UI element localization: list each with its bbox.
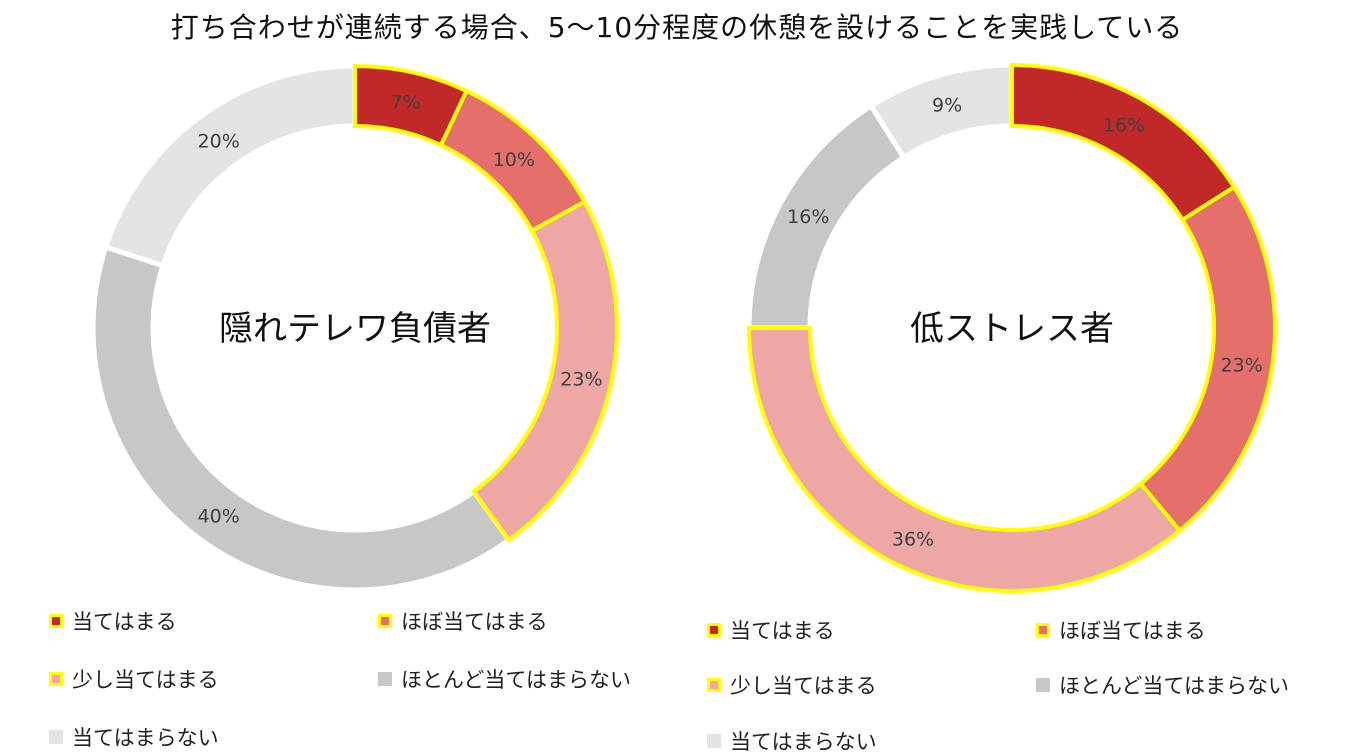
legend-item-atehamaru: 当てはまる	[707, 615, 835, 645]
legend-label: 当てはまらない	[72, 726, 219, 750]
legend-label: 当てはまる	[730, 619, 835, 643]
chart-title: 打ち合わせが連続する場合、5〜10分程度の休憩を設けることを実践している	[170, 11, 1184, 44]
legend-swatch	[49, 730, 63, 744]
legend-label: 当てはまる	[72, 610, 177, 634]
donut-slice-atehamaru	[1010, 62, 1237, 223]
center-label: 隠れテレワ負債者	[219, 309, 491, 349]
legend-label: ほとんど当てはまらない	[1059, 674, 1289, 698]
data-label-hotondo-atehamaranai: 16%	[787, 206, 829, 228]
legend-item-hobo-atehamaru: ほぼ当てはまる	[378, 606, 548, 636]
data-label-atehamaranai: 9%	[932, 95, 962, 117]
data-label-sukoshi-atehamaru: 36%	[892, 528, 934, 550]
data-label-atehamaru: 7%	[391, 92, 421, 114]
legend-label: 少し当てはまる	[72, 668, 219, 692]
center-label: 低ストレス者	[910, 309, 1114, 349]
legend-swatch	[1036, 623, 1050, 637]
legend-label: ほぼ当てはまる	[1059, 619, 1206, 643]
data-label-hotondo-atehamaranai: 40%	[198, 506, 240, 528]
donut-chart-2: 16% 23% 36% 16% 9% 低ストレス者	[746, 62, 1277, 593]
legend-item-hotondo-atehamaranai: ほとんど当てはまらない	[1036, 670, 1289, 700]
donut-slice-sukoshi-atehamaru	[470, 199, 619, 543]
donut-chart-1: 7% 10% 23% 40% 20% 隠れテレワ負債者	[90, 63, 619, 593]
legend-swatch	[49, 672, 63, 686]
legend-swatch	[378, 614, 392, 628]
legend-swatch	[707, 678, 721, 692]
legend-item-atehamaranai: 当てはまらない	[49, 722, 219, 752]
data-label-hobo-atehamaru: 10%	[493, 149, 535, 171]
donut-slice-atehamaranai	[102, 63, 358, 269]
data-label-hobo-atehamaru: 23%	[1221, 354, 1263, 376]
legend-label: ほとんど当てはまらない	[401, 668, 631, 692]
legend-swatch	[1036, 678, 1050, 692]
legend-label: 少し当てはまる	[730, 674, 877, 698]
legend-item-sukoshi-atehamaru: 少し当てはまる	[707, 670, 877, 700]
legend-item-hotondo-atehamaranai: ほとんど当てはまらない	[378, 664, 631, 694]
data-label-sukoshi-atehamaru: 23%	[560, 369, 602, 391]
donut-slice-hotondo-atehamaranai	[90, 243, 513, 593]
donut-slice-sukoshi-atehamaru	[746, 326, 1183, 593]
data-label-atehamaranai: 20%	[198, 130, 240, 152]
legend-item-hobo-atehamaru: ほぼ当てはまる	[1036, 615, 1206, 645]
legend-swatch	[707, 623, 721, 637]
data-label-atehamaru: 16%	[1103, 114, 1145, 136]
legend-swatch	[378, 672, 392, 686]
legend-item-sukoshi-atehamaru: 少し当てはまる	[49, 664, 219, 694]
legend-item-atehamaru: 当てはまる	[49, 606, 177, 636]
legend-swatch	[49, 614, 63, 628]
legend-label: 当てはまらない	[730, 730, 877, 754]
legend-swatch	[707, 734, 721, 748]
legend-label: ほぼ当てはまる	[401, 610, 548, 634]
legend-item-atehamaranai: 当てはまらない	[707, 726, 877, 756]
